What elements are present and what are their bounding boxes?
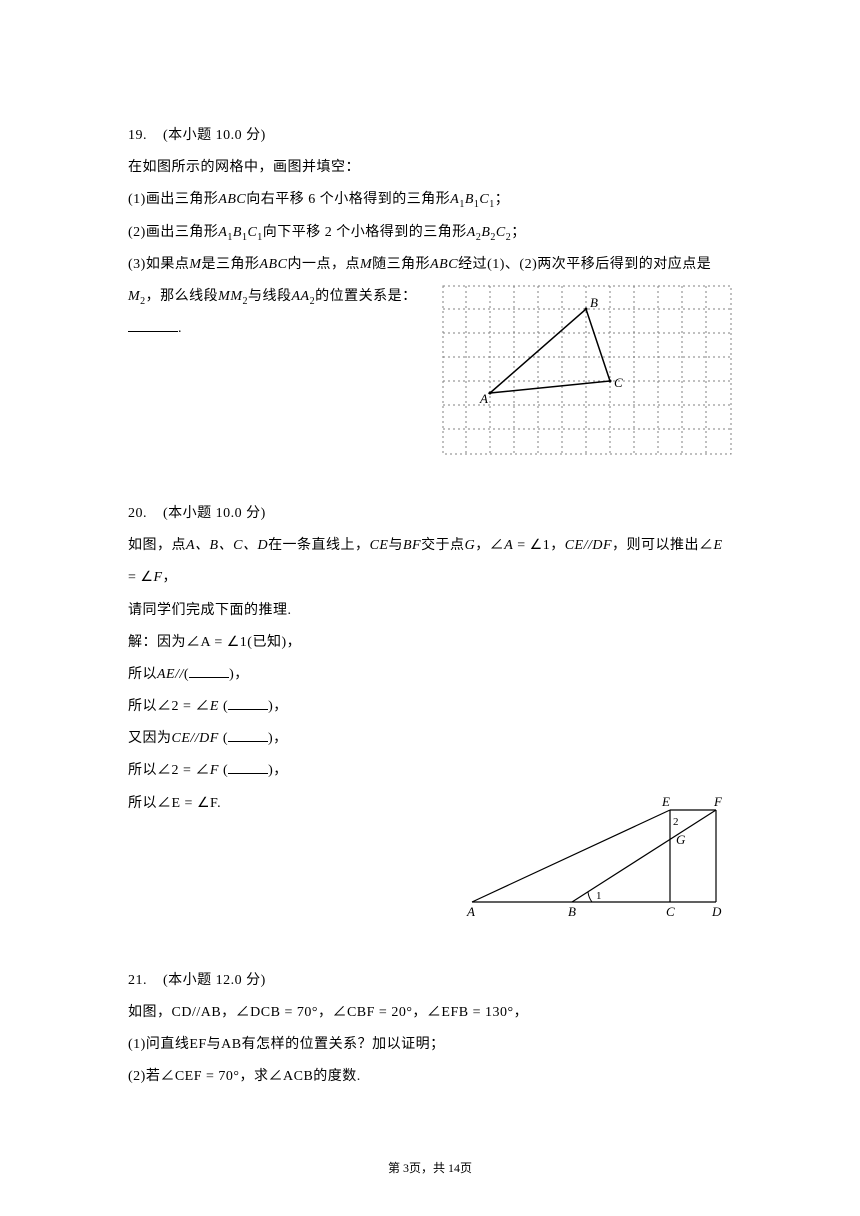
problem-21: 21. (本小题 12.0 分) 如图，CD//AB，∠DCB = 70°，∠C… <box>128 965 732 1094</box>
q20-blank1 <box>189 664 229 678</box>
q20-header: 20. (本小题 10.0 分) <box>128 498 732 530</box>
svg-text:A: A <box>479 391 488 406</box>
q20-blank2 <box>228 696 268 710</box>
svg-text:B: B <box>590 295 598 310</box>
q21-part1: (1)问直线EF与AB有怎样的位置关系？加以证明； <box>128 1029 732 1061</box>
q20-blank3 <box>228 728 268 742</box>
q19-grid-figure: A B C <box>442 285 732 460</box>
q20-step4: 又因为CE//DF ()， <box>128 723 732 755</box>
q21-part2: (2)若∠CEF = 70°，求∠ACB的度数. <box>128 1061 732 1093</box>
q20-figure: A B C D E F G 1 2 <box>462 792 732 927</box>
q20-number: 20. <box>128 506 147 521</box>
svg-text:G: G <box>676 832 686 847</box>
q19-part3-line1: (3)如果点M是三角形ABC内一点，点M随三角形ABC经过(1)、(2)两次平移… <box>128 249 732 281</box>
q20-step2: 所以AE//()， <box>128 659 732 691</box>
q21-number: 21. <box>128 973 147 988</box>
q19-number: 19. <box>128 128 147 143</box>
q20-step3: 所以∠2 = ∠E ()， <box>128 691 732 723</box>
svg-text:2: 2 <box>673 816 679 828</box>
svg-text:E: E <box>661 794 670 809</box>
page-footer: 第 3页，共 14页 <box>0 1159 860 1176</box>
svg-text:1: 1 <box>596 890 602 902</box>
svg-text:B: B <box>568 904 576 919</box>
q20-blank4 <box>228 760 268 774</box>
q20-intro2: 请同学们完成下面的推理. <box>128 595 732 627</box>
svg-text:D: D <box>711 904 722 919</box>
q19-part1: (1)画出三角形ABC向右平移 6 个小格得到的三角形A1B1C1； <box>128 184 732 216</box>
q19-intro: 在如图所示的网格中，画图并填空： <box>128 152 732 184</box>
q20-points: (本小题 10.0 分) <box>163 506 266 521</box>
q21-header: 21. (本小题 12.0 分) <box>128 965 732 997</box>
grid-svg: A B C <box>442 285 732 455</box>
q20-intro1: 如图，点A、B、C、D在一条直线上，CE与BF交于点G，∠A = ∠1，CE//… <box>128 530 732 594</box>
svg-text:C: C <box>666 904 675 919</box>
q19-points: (本小题 10.0 分) <box>163 128 266 143</box>
q19-part2: (2)画出三角形A1B1C1向下平移 2 个小格得到的三角形A2B2C2； <box>128 217 732 249</box>
problem-19: 19. (本小题 10.0 分) 在如图所示的网格中，画图并填空： (1)画出三… <box>128 120 732 470</box>
q19-header: 19. (本小题 10.0 分) <box>128 120 732 152</box>
triangle-svg: A B C D E F G 1 2 <box>462 792 732 922</box>
q19-blank <box>128 318 178 332</box>
q20-step5: 所以∠2 = ∠F ()， <box>128 755 732 787</box>
svg-text:A: A <box>466 904 475 919</box>
svg-text:C: C <box>614 375 623 390</box>
q21-intro: 如图，CD//AB，∠DCB = 70°，∠CBF = 20°，∠EFB = 1… <box>128 997 732 1029</box>
q20-step1: 解：因为∠A = ∠1(已知)， <box>128 627 732 659</box>
problem-20: 20. (本小题 10.0 分) 如图，点A、B、C、D在一条直线上，CE与BF… <box>128 498 732 937</box>
q21-points: (本小题 12.0 分) <box>163 973 266 988</box>
svg-text:F: F <box>713 794 723 809</box>
